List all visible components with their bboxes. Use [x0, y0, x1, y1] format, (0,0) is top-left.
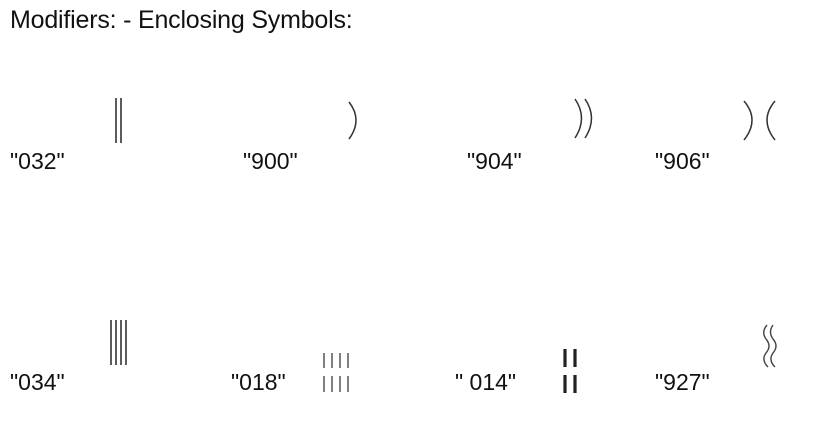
symbol-code-927: "927" [655, 369, 710, 395]
double-right-parenthesis-icon [574, 98, 593, 139]
quadruple-vertical-bar-icon [110, 320, 127, 365]
symbol-code-900: "900" [243, 148, 298, 174]
four-short-bars-two-rows-icon [323, 353, 349, 392]
double-wavy-line-icon [763, 324, 777, 368]
symbol-code-034: "034" [10, 369, 65, 395]
symbol-code-032: "032" [10, 148, 65, 174]
right-parenthesis-icon [348, 101, 357, 140]
symbol-code-904: "904" [467, 148, 522, 174]
double-vertical-bar-icon [115, 98, 122, 143]
symbol-code-014: " 014" [455, 369, 517, 395]
two-bars-two-rows-icon [563, 349, 577, 393]
symbol-code-906: "906" [655, 148, 710, 174]
symbol-code-018: "018" [231, 369, 286, 395]
back-to-back-parentheses-icon [743, 100, 776, 141]
page-title: Modifiers: - Enclosing Symbols: [10, 6, 353, 34]
